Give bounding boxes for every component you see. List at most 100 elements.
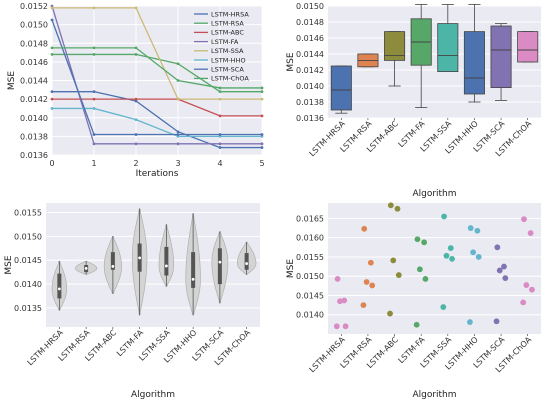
legend-label: LSTM-ABC [211, 29, 244, 37]
legend-label: LSTM-HRSA [211, 10, 249, 18]
scatter-point [361, 225, 368, 232]
scatter-point [413, 321, 420, 328]
series-point [260, 133, 264, 136]
scatter-point [494, 244, 501, 251]
y-axis-label: MSE [7, 71, 17, 90]
x-tick-label: 2 [133, 159, 138, 168]
y-tick-label: 0.0150 [14, 232, 42, 241]
scatter-point [337, 298, 343, 305]
y-tick-label: 0.0138 [20, 132, 48, 141]
y-tick-label: 0.0150 [296, 272, 324, 281]
x-axis-label: Iterations [136, 169, 179, 179]
scatter-point [523, 282, 530, 288]
y-tick-label: 0.0136 [296, 114, 324, 123]
violin-median [84, 266, 88, 270]
y-axis-label: MSE [286, 52, 296, 71]
scatter-point [443, 252, 450, 259]
series-point [218, 146, 222, 149]
scatter-point [449, 255, 455, 262]
scatter-point [475, 254, 482, 260]
scatter-point [521, 216, 527, 223]
series-point [50, 46, 54, 50]
scatter-point [367, 259, 374, 266]
series-point [176, 130, 180, 134]
series-point [218, 86, 222, 90]
series-point [260, 86, 264, 90]
box [384, 31, 406, 61]
scatter-point [493, 318, 500, 325]
series-point [50, 90, 54, 94]
series-point [134, 53, 138, 56]
scatter-point [467, 319, 473, 325]
scatter-point [474, 227, 481, 234]
series-line-5 [52, 107, 262, 138]
y-tick-label: 0.0145 [14, 256, 42, 265]
series-point [260, 142, 264, 146]
series-point [218, 90, 222, 94]
y-tick-label: 0.0148 [20, 39, 48, 48]
series-point [218, 114, 222, 118]
series-line-1 [52, 53, 262, 93]
y-tick-label: 0.0146 [296, 34, 324, 43]
series-point [50, 18, 54, 22]
y-tick-label: 0.0150 [296, 2, 324, 11]
series-point [92, 107, 96, 110]
series-line-4 [52, 7, 262, 100]
violin-iqr [164, 246, 169, 276]
series-point [50, 107, 54, 110]
violin-plot-panel: 0.01350.01400.01450.01500.0155LSTM-HRSAL… [4, 203, 260, 400]
series-point [92, 97, 96, 101]
y-tick-label: 0.0148 [296, 18, 324, 27]
violin-median [57, 287, 61, 291]
series-point [134, 6, 138, 10]
y-tick-label: 0.0136 [20, 151, 48, 160]
series-point [92, 53, 96, 56]
violin-median [245, 262, 249, 265]
scatter-point [342, 323, 349, 330]
violin-iqr [217, 248, 222, 285]
scatter-point [369, 282, 376, 289]
series-line-2 [52, 98, 262, 117]
violin-median [138, 256, 142, 260]
y-tick-label: 0.0138 [296, 98, 324, 107]
x-tick-label: LSTM-HRSA [307, 119, 347, 159]
series-line-3 [51, 5, 262, 145]
violin-median [164, 264, 168, 268]
scatter-point [363, 279, 370, 285]
scatter-point [390, 257, 397, 264]
y-axis-label: MSE [286, 259, 296, 278]
scatter-point [441, 213, 447, 220]
series-line-0 [52, 91, 262, 149]
y-tick-label: 0.0142 [20, 95, 48, 104]
box [490, 25, 512, 88]
series-point [134, 142, 138, 146]
legend-label: LSTM-ChOA [211, 75, 249, 83]
y-tick-label: 0.0152 [20, 2, 48, 11]
y-tick-label: 0.0140 [296, 311, 324, 320]
x-tick-label: LSTM-HRSA [307, 335, 347, 375]
series-point [92, 90, 96, 94]
scatter-point [470, 249, 477, 256]
scatter-point [421, 239, 428, 246]
series-point [134, 97, 138, 101]
scatter-point [422, 276, 429, 282]
series-point [92, 6, 96, 10]
scatter-point [496, 267, 503, 274]
scatter-point [360, 302, 367, 309]
series-point [176, 142, 180, 146]
legend-label: LSTM-FA [211, 38, 239, 46]
y-tick-label: 0.0144 [296, 50, 324, 59]
legend-label: LSTM-SSA [211, 47, 244, 55]
scatter-point [414, 236, 421, 243]
scatter-point [447, 245, 454, 251]
series-point [50, 6, 54, 10]
series-line-6 [51, 19, 262, 136]
box-plot-panel: 0.0136 0.0138 0.0140 0.0142 0.0144 0.0146 0.01… [286, 2, 541, 199]
y-tick-label: 0.0140 [20, 114, 48, 123]
series-line-7 [52, 47, 262, 89]
legend-label: LSTM-SCA [211, 66, 244, 74]
scatter-point [467, 225, 474, 231]
x-axis-label: Algorithm [412, 390, 456, 400]
y-tick-label: 0.0140 [14, 280, 42, 289]
x-tick-label: LSTM-HRSA [26, 328, 66, 368]
